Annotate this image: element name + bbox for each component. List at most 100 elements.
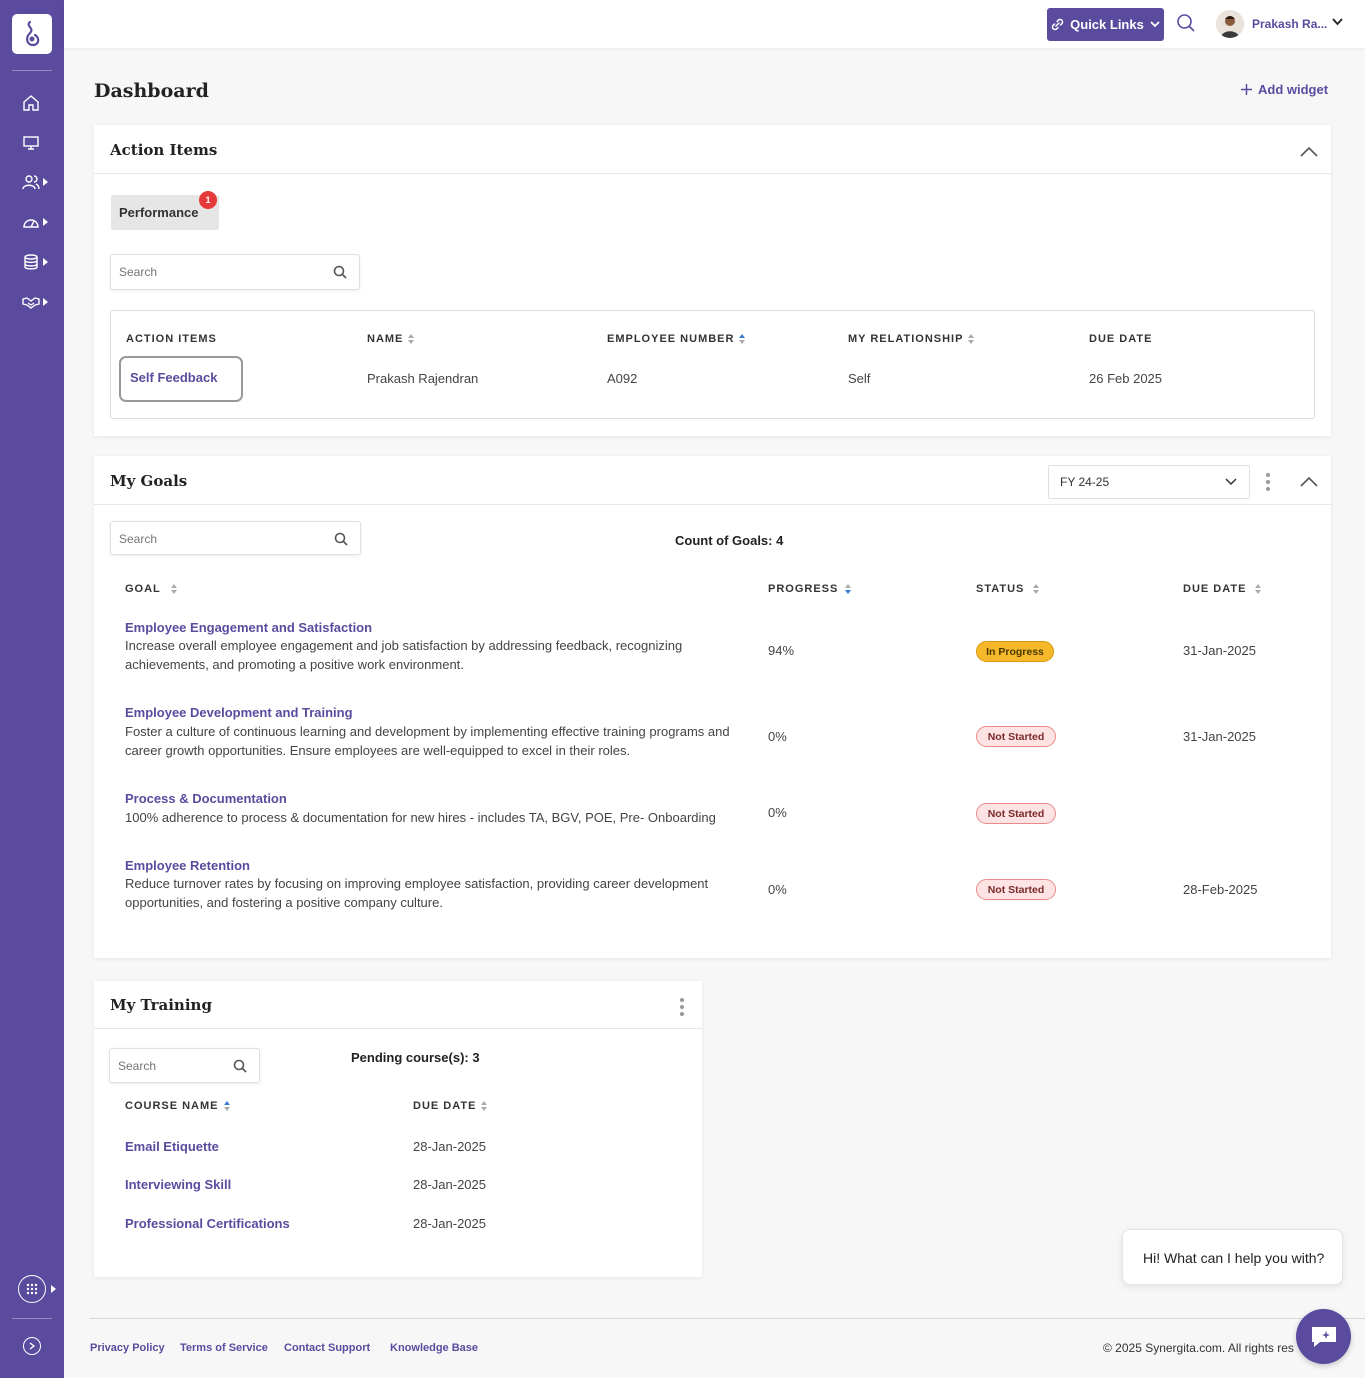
monitor-icon bbox=[23, 136, 39, 150]
course-link[interactable]: Interviewing Skill bbox=[125, 1177, 232, 1192]
users-icon bbox=[22, 175, 40, 190]
column-header[interactable]: STATUS bbox=[976, 583, 1040, 595]
sort-icon[interactable] bbox=[1255, 584, 1262, 594]
goals-search[interactable] bbox=[110, 521, 361, 555]
chat-icon bbox=[1311, 1326, 1336, 1347]
chat-launcher-button[interactable] bbox=[1296, 1309, 1351, 1364]
status-badge: Not Started bbox=[976, 803, 1056, 824]
sort-icon[interactable] bbox=[968, 334, 975, 344]
course-link[interactable]: Professional Certifications bbox=[125, 1216, 290, 1231]
sidebar-divider bbox=[12, 70, 52, 71]
expand-sidebar-button[interactable] bbox=[23, 1337, 41, 1355]
chevron-down-icon[interactable] bbox=[1332, 18, 1343, 26]
tab-performance[interactable]: Performance 1 bbox=[111, 191, 219, 230]
link-icon bbox=[1051, 18, 1064, 31]
table-cell: Self bbox=[848, 371, 871, 386]
page-title: Dashboard bbox=[94, 80, 209, 102]
column-header-label: MY RELATIONSHIP bbox=[848, 333, 964, 345]
sort-icon[interactable] bbox=[1033, 584, 1040, 594]
avatar[interactable] bbox=[1216, 10, 1244, 38]
chevron-up-icon[interactable] bbox=[1300, 146, 1318, 157]
chat-greeting-bubble[interactable]: Hi! What can I help you with? bbox=[1122, 1229, 1343, 1285]
search-icon[interactable] bbox=[334, 532, 348, 546]
quick-links-label: Quick Links bbox=[1070, 17, 1144, 32]
self-feedback-focus-ring[interactable]: Self Feedback bbox=[119, 356, 243, 402]
goals-more-menu[interactable] bbox=[1266, 473, 1270, 491]
search-input[interactable] bbox=[119, 532, 306, 546]
goal-progress: 94% bbox=[768, 643, 795, 658]
column-header-label: EMPLOYEE NUMBER bbox=[607, 333, 735, 345]
caret-right-icon bbox=[43, 218, 48, 226]
copyright-text: © 2025 Synergita.com. All rights res bbox=[1103, 1341, 1294, 1355]
action-items-table: ACTION ITEMS NAME EMPLOYEE NUMBER MY REL… bbox=[110, 310, 1315, 419]
card-divider bbox=[94, 504, 1331, 505]
header-search-button[interactable] bbox=[1176, 13, 1196, 36]
sidebar-item-desktop[interactable] bbox=[22, 132, 52, 154]
search-icon[interactable] bbox=[233, 1059, 247, 1073]
sidebar-item-database[interactable] bbox=[22, 251, 52, 273]
column-header[interactable]: MY RELATIONSHIP bbox=[848, 333, 975, 345]
search-input[interactable] bbox=[118, 1059, 215, 1073]
goal-title-link[interactable]: Employee Retention bbox=[125, 858, 250, 873]
column-header-label: NAME bbox=[367, 333, 404, 345]
sidebar-item-home[interactable] bbox=[22, 92, 52, 114]
search-input[interactable] bbox=[119, 265, 305, 279]
caret-right-icon bbox=[43, 258, 48, 266]
fiscal-year-select[interactable]: FY 24-25 bbox=[1048, 465, 1250, 499]
footer-link-knowledge-base[interactable]: Knowledge Base bbox=[390, 1342, 479, 1354]
sidebar-item-people[interactable] bbox=[22, 171, 52, 193]
action-items-title: Action Items bbox=[110, 141, 218, 159]
sidebar-item-handshake[interactable] bbox=[22, 291, 52, 313]
goal-due-date: 31-Jan-2025 bbox=[1183, 643, 1256, 658]
column-header[interactable]: PROGRESS bbox=[768, 583, 852, 595]
sidebar-item-performance[interactable] bbox=[22, 211, 52, 233]
quick-links-button[interactable]: Quick Links bbox=[1047, 8, 1164, 41]
sort-icon[interactable] bbox=[481, 1101, 488, 1111]
pending-courses-count: Pending course(s): 3 bbox=[351, 1050, 480, 1065]
apps-grid-button[interactable] bbox=[18, 1275, 46, 1303]
goals-count: Count of Goals: 4 bbox=[675, 533, 784, 548]
app-logo[interactable] bbox=[12, 14, 52, 54]
training-search[interactable] bbox=[109, 1048, 260, 1083]
search-icon[interactable] bbox=[333, 265, 347, 279]
column-header[interactable]: GOAL bbox=[125, 583, 178, 595]
course-link[interactable]: Email Etiquette bbox=[125, 1139, 219, 1154]
column-header[interactable]: DUE DATE bbox=[413, 1100, 488, 1112]
column-header[interactable]: EMPLOYEE NUMBER bbox=[607, 333, 746, 345]
table-cell: A092 bbox=[607, 371, 638, 386]
training-more-menu[interactable] bbox=[680, 998, 684, 1016]
footer-link-terms[interactable]: Terms of Service bbox=[180, 1342, 268, 1354]
sort-icon[interactable] bbox=[223, 1101, 231, 1111]
plus-icon bbox=[1241, 84, 1252, 95]
my-goals-title: My Goals bbox=[110, 472, 188, 490]
chevron-up-icon[interactable] bbox=[1300, 476, 1318, 487]
sort-icon[interactable] bbox=[408, 334, 415, 344]
column-header-label: COURSE NAME bbox=[125, 1100, 219, 1112]
goal-title-link[interactable]: Employee Engagement and Satisfaction bbox=[125, 620, 373, 635]
chevron-down-icon bbox=[1150, 21, 1160, 28]
column-header[interactable]: COURSE NAME bbox=[125, 1100, 231, 1112]
action-items-search[interactable] bbox=[110, 254, 360, 290]
goal-progress: 0% bbox=[768, 729, 787, 744]
sort-icon[interactable] bbox=[170, 584, 178, 594]
goal-title-link[interactable]: Process & Documentation bbox=[125, 791, 287, 806]
sort-icon[interactable] bbox=[739, 334, 746, 344]
footer-link-support[interactable]: Contact Support bbox=[284, 1342, 371, 1354]
column-header[interactable]: DUE DATE bbox=[1183, 583, 1262, 595]
goal-description: Foster a culture of continuous learning … bbox=[125, 724, 730, 758]
sort-icon[interactable] bbox=[845, 584, 852, 594]
tab-performance-label: Performance bbox=[119, 205, 199, 220]
table-cell: Prakash Rajendran bbox=[367, 371, 479, 386]
self-feedback-link[interactable]: Self Feedback bbox=[130, 370, 218, 385]
column-header-label: GOAL bbox=[125, 583, 161, 595]
column-header-label: DUE DATE bbox=[1089, 333, 1153, 345]
column-header[interactable]: NAME bbox=[367, 333, 415, 345]
goal-description: Reduce turnover rates by focusing on imp… bbox=[125, 876, 709, 910]
card-divider bbox=[94, 1028, 702, 1029]
user-name[interactable]: Prakash Ra... bbox=[1252, 17, 1328, 31]
top-bar: Quick Links Prakash Ra... bbox=[64, 0, 1365, 48]
goal-title-link[interactable]: Employee Development and Training bbox=[125, 705, 353, 720]
add-widget-button[interactable]: Add widget bbox=[1240, 82, 1328, 97]
footer-link-privacy[interactable]: Privacy Policy bbox=[90, 1342, 165, 1354]
column-header: DUE DATE bbox=[1089, 333, 1152, 345]
